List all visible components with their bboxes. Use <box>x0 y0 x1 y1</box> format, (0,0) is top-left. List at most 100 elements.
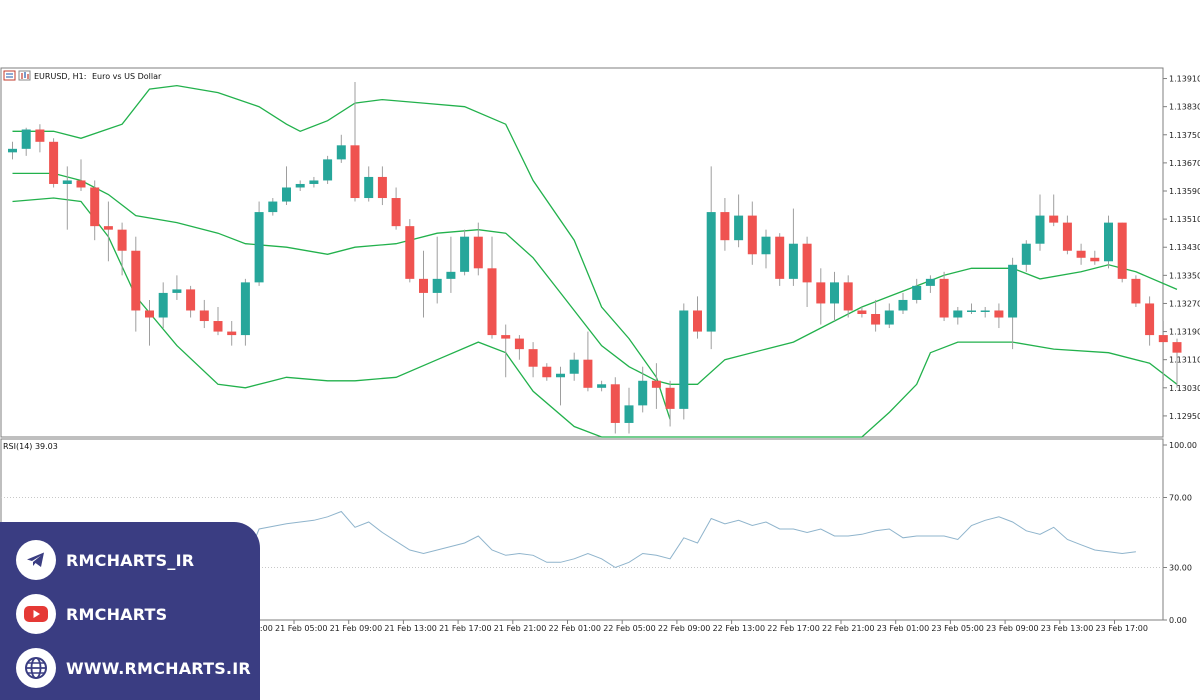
candle[interactable] <box>35 124 45 153</box>
candle-body <box>1104 222 1113 262</box>
candle[interactable] <box>939 271 949 322</box>
chart-menu-icon[interactable] <box>3 70 16 81</box>
candle[interactable] <box>1172 338 1182 388</box>
candle[interactable] <box>1021 240 1031 272</box>
candle[interactable] <box>1104 215 1113 269</box>
watermark-row-telegram[interactable]: RMCHARTS_IR <box>16 540 194 580</box>
candle-body <box>323 159 333 181</box>
rsi-pane[interactable] <box>1 497 1163 569</box>
candle[interactable] <box>254 201 264 286</box>
candle[interactable] <box>268 198 278 216</box>
candle[interactable] <box>953 306 963 325</box>
candle[interactable] <box>117 222 127 276</box>
candle[interactable] <box>556 366 565 406</box>
candle[interactable] <box>679 303 689 420</box>
candle[interactable] <box>884 303 894 329</box>
candle[interactable] <box>446 236 456 293</box>
candle[interactable] <box>158 282 168 329</box>
candle[interactable] <box>994 303 1004 329</box>
candle[interactable] <box>323 155 333 184</box>
candle[interactable] <box>1062 215 1072 255</box>
candle[interactable] <box>391 187 401 230</box>
candle[interactable] <box>1035 194 1045 251</box>
rsi-axis-label: 30.00 <box>1169 564 1192 573</box>
candle[interactable] <box>925 275 935 293</box>
candle[interactable] <box>432 236 442 304</box>
candle[interactable] <box>693 296 702 339</box>
candle[interactable] <box>1049 194 1059 227</box>
candle[interactable] <box>775 233 785 286</box>
candle[interactable] <box>76 159 86 191</box>
candle[interactable] <box>336 134 346 163</box>
candle[interactable] <box>172 275 182 300</box>
candle-body <box>542 366 552 378</box>
candle[interactable] <box>405 219 415 283</box>
candle[interactable] <box>802 236 812 307</box>
candle-body <box>980 310 990 312</box>
candle[interactable] <box>103 201 113 262</box>
candle[interactable] <box>419 250 428 318</box>
candle[interactable] <box>980 306 990 318</box>
candle[interactable] <box>350 82 360 202</box>
candle[interactable] <box>1131 275 1141 307</box>
candle[interactable] <box>651 363 661 409</box>
candle[interactable] <box>830 271 839 322</box>
candle[interactable] <box>460 229 470 276</box>
candle[interactable] <box>199 299 209 329</box>
candle[interactable] <box>90 180 100 241</box>
candle[interactable] <box>734 194 744 248</box>
candle[interactable] <box>843 275 853 318</box>
candle[interactable] <box>1145 296 1155 346</box>
candle[interactable] <box>624 387 634 434</box>
candle[interactable] <box>1117 222 1127 283</box>
candle[interactable] <box>898 292 908 314</box>
candle[interactable] <box>501 324 511 378</box>
candle[interactable] <box>583 331 593 392</box>
candle[interactable] <box>514 335 524 360</box>
candle[interactable] <box>145 299 154 346</box>
candle[interactable] <box>542 363 552 381</box>
candle[interactable] <box>8 141 17 160</box>
candle[interactable] <box>282 166 291 206</box>
candle[interactable] <box>487 236 497 339</box>
candle[interactable] <box>21 127 31 156</box>
candle[interactable] <box>967 303 976 314</box>
time-axis-label: 22 Feb 21:00 <box>822 624 874 633</box>
candle[interactable] <box>720 198 730 251</box>
candle[interactable] <box>186 285 196 318</box>
candle[interactable] <box>816 268 826 325</box>
candle[interactable] <box>638 366 648 413</box>
candle[interactable] <box>857 306 867 318</box>
candle[interactable] <box>665 380 675 427</box>
candle[interactable] <box>1076 243 1086 265</box>
candle[interactable] <box>597 380 607 392</box>
candle[interactable] <box>912 278 922 304</box>
price-pane[interactable] <box>8 82 1182 438</box>
candle[interactable] <box>295 180 305 191</box>
watermark-row-website[interactable]: WWW.RMCHARTS.IR <box>16 648 251 688</box>
watermark-row-youtube[interactable]: RMCHARTS <box>16 594 167 634</box>
candle[interactable] <box>364 166 374 202</box>
candle[interactable] <box>240 278 250 346</box>
candle[interactable] <box>227 321 237 346</box>
candle[interactable] <box>610 377 620 434</box>
candle[interactable] <box>131 236 141 332</box>
candle[interactable] <box>1090 250 1100 265</box>
candle[interactable] <box>761 229 771 269</box>
candle[interactable] <box>377 166 387 206</box>
candle[interactable] <box>788 208 798 286</box>
candle[interactable] <box>871 299 881 332</box>
candle[interactable] <box>706 166 716 350</box>
candle[interactable] <box>62 166 72 230</box>
candle[interactable] <box>473 222 483 276</box>
candle[interactable] <box>569 352 579 381</box>
candle[interactable] <box>213 306 223 336</box>
candle[interactable] <box>309 176 319 188</box>
candle[interactable] <box>528 342 538 378</box>
candle[interactable] <box>1158 321 1168 381</box>
chart-type-icon[interactable] <box>18 70 31 81</box>
candle[interactable] <box>1008 257 1018 350</box>
candle[interactable] <box>747 201 757 265</box>
candle-body <box>1131 278 1141 304</box>
candle[interactable] <box>49 138 59 188</box>
